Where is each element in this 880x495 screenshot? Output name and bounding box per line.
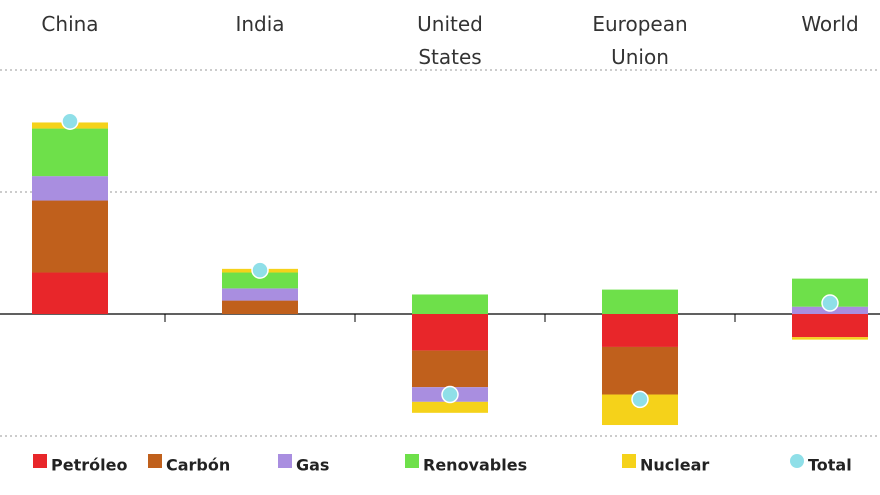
legend-swatch	[33, 454, 47, 468]
total-marker	[631, 390, 649, 409]
category-label: United States	[417, 12, 483, 69]
bar-segment	[412, 294, 488, 314]
legend-label: Renovables	[423, 456, 527, 475]
total-marker	[441, 385, 459, 404]
legend-swatch	[622, 454, 636, 468]
bar-segment	[792, 337, 868, 340]
bar-segment	[32, 128, 108, 177]
legend-swatch	[405, 454, 419, 468]
bar-segment	[412, 314, 488, 351]
bar-segment	[32, 176, 108, 201]
total-marker	[821, 294, 839, 312]
legend-label: Total	[808, 456, 852, 475]
legend-swatch	[790, 454, 804, 468]
bar-segment	[602, 289, 678, 314]
legend-label: Gas	[296, 456, 329, 475]
legend-label: Nuclear	[640, 456, 709, 475]
category-label: China	[41, 12, 99, 36]
bar-segment	[602, 314, 678, 347]
total-marker	[251, 261, 269, 279]
legend-label: Petróleo	[51, 456, 127, 475]
legend-swatch	[148, 454, 162, 468]
bar-segment	[32, 200, 108, 273]
total-marker	[61, 112, 79, 130]
category-label: World	[801, 12, 859, 36]
category-label: India	[235, 12, 285, 36]
bar-segment	[412, 401, 488, 413]
legend-swatch	[278, 454, 292, 468]
bar-segment	[792, 314, 868, 338]
bar-segment	[222, 288, 298, 301]
bar-segment	[32, 272, 108, 314]
legend-label: Carbón	[166, 456, 230, 475]
bar-segment	[412, 350, 488, 388]
bar-segment	[602, 346, 678, 395]
category-label: European Union	[592, 12, 688, 69]
bar-segment	[222, 272, 298, 289]
bar-segment	[222, 300, 298, 314]
